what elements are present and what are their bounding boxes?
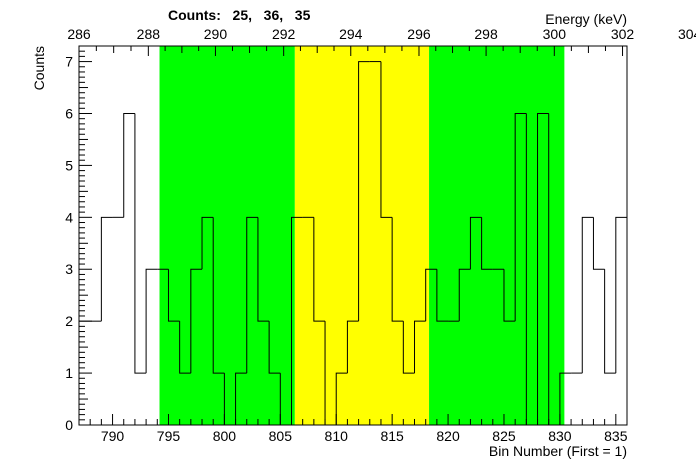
x-tick-label: 805: [269, 428, 293, 444]
energy-axis: 286 288 290 292 294 296 298 300 302 304: [67, 26, 696, 56]
x-axis-label: Bin Number (First = 1): [489, 443, 627, 459]
energy-tick-label: 296: [407, 26, 431, 42]
histogram-bin: [335, 372, 348, 425]
x-tick-label: 810: [325, 428, 349, 444]
histogram-bin: [414, 320, 426, 374]
histogram-bin: [212, 217, 225, 374]
x-tick-label: 795: [157, 428, 181, 444]
histogram-bin: [358, 61, 370, 322]
histogram-bin: [201, 216, 214, 270]
y-tick-label: 4: [65, 209, 73, 225]
histogram-bin: [134, 113, 147, 374]
histogram-bin: [537, 112, 549, 425]
region-peak: [294, 46, 430, 425]
x-tick-label: 825: [492, 428, 516, 444]
histogram-bin: [514, 112, 527, 322]
histogram-bin: [402, 321, 415, 374]
x-axis: 790 795 800 805 810 815 820 825 830 835: [78, 414, 628, 444]
y-tick-label: 2: [65, 313, 73, 329]
y-tick-label: 5: [65, 157, 73, 173]
histogram-bin: [235, 372, 247, 425]
energy-tick-label: 288: [137, 26, 161, 42]
histogram-bin: [469, 216, 482, 270]
histogram-bin: [425, 268, 437, 322]
region-layer: [159, 46, 565, 425]
x-tick-label: 820: [436, 428, 460, 444]
energy-tick-label: 292: [272, 26, 296, 42]
y-axis: 0 1 2 3 4 5 6 7: [65, 45, 92, 433]
histogram-bin: [145, 268, 158, 374]
y-tick-label: 7: [65, 54, 73, 70]
histogram-bin: [246, 216, 258, 374]
histogram-bin: [592, 217, 605, 270]
energy-tick-label: 302: [611, 26, 635, 42]
energy-tick-label: 304: [678, 26, 696, 42]
y-tick-label: 0: [65, 417, 73, 433]
histogram-bin: [179, 321, 191, 374]
histogram-bin: [167, 269, 180, 322]
x-tick-label: 830: [548, 428, 572, 444]
histogram-bin: [604, 269, 616, 374]
region-left-background: [159, 46, 295, 425]
y-axis-label: Counts: [31, 46, 47, 90]
y-tick-label: 3: [65, 261, 73, 277]
y-tick-label: 1: [65, 365, 73, 381]
x-tick-label: 800: [213, 428, 237, 444]
energy-tick-label: 286: [67, 26, 91, 42]
histogram-bin: [581, 216, 594, 374]
histogram-bin: [458, 268, 471, 322]
histogram-layer: [79, 61, 627, 426]
histogram-bin: [481, 217, 493, 270]
energy-tick-label: 294: [339, 26, 363, 42]
plot-frame: [78, 45, 628, 426]
x-tick-label: 835: [604, 428, 628, 444]
y-tick-label: 6: [65, 105, 73, 121]
histogram-bin: [391, 217, 404, 322]
histogram-bin: [615, 216, 627, 374]
histogram-bin: [346, 320, 359, 374]
histogram-bin: [313, 217, 326, 322]
histogram-bin: [436, 269, 449, 322]
histogram-bin: [190, 268, 203, 374]
histogram-bin: [290, 216, 303, 425]
x-tick-label: 815: [380, 428, 404, 444]
chart-title: Counts: 25, 36, 35: [168, 7, 311, 23]
energy-tick-label: 290: [204, 26, 228, 42]
x-tick-label: 790: [101, 428, 125, 444]
histogram-bin: [268, 321, 281, 374]
histogram-bin: [503, 269, 516, 322]
histogram-bin: [100, 216, 113, 322]
histogram-bin: [257, 217, 270, 322]
histogram-bin: [123, 112, 135, 218]
histogram-bin: [559, 372, 572, 425]
energy-axis-label: Energy (keV): [545, 11, 627, 27]
histogram-bin: [380, 61, 393, 218]
region-right-background: [429, 46, 565, 425]
energy-tick-label: 298: [474, 26, 498, 42]
energy-tick-label: 300: [543, 26, 567, 42]
